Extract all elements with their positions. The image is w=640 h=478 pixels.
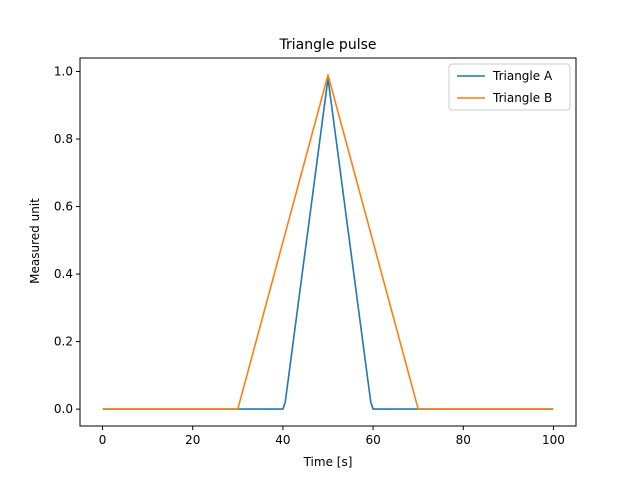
y-tick-label: 0.2 — [54, 335, 73, 349]
y-tick-label: 0.8 — [54, 132, 73, 146]
x-tick-label: 0 — [99, 433, 107, 447]
chart-title: Triangle pulse — [279, 37, 377, 53]
x-axis-label: Time [s] — [303, 455, 353, 469]
y-tick-label: 0.0 — [54, 402, 73, 416]
x-tick-label: 20 — [185, 433, 200, 447]
y-tick-label: 0.6 — [54, 200, 73, 214]
legend: Triangle A Triangle B — [448, 63, 571, 111]
series-line-1 — [102, 77, 554, 410]
x-axis: 0 20 40 60 80 100 — [99, 426, 565, 447]
x-tick-label: 100 — [542, 433, 565, 447]
x-tick-label: 80 — [456, 433, 471, 447]
series-layer — [102, 74, 554, 410]
x-tick-label: 40 — [275, 433, 290, 447]
x-tick-label: 60 — [365, 433, 380, 447]
y-axis: 0.0 0.2 0.4 0.6 0.8 1.0 — [54, 65, 80, 416]
series-line-2 — [102, 74, 554, 410]
y-tick-label: 1.0 — [54, 65, 73, 79]
plot-area-frame — [79, 57, 577, 427]
legend-label-1: Triangle A — [492, 69, 553, 83]
legend-label-2: Triangle B — [492, 91, 552, 105]
y-axis-label: Measured unit — [28, 198, 42, 284]
y-tick-label: 0.4 — [54, 267, 73, 281]
